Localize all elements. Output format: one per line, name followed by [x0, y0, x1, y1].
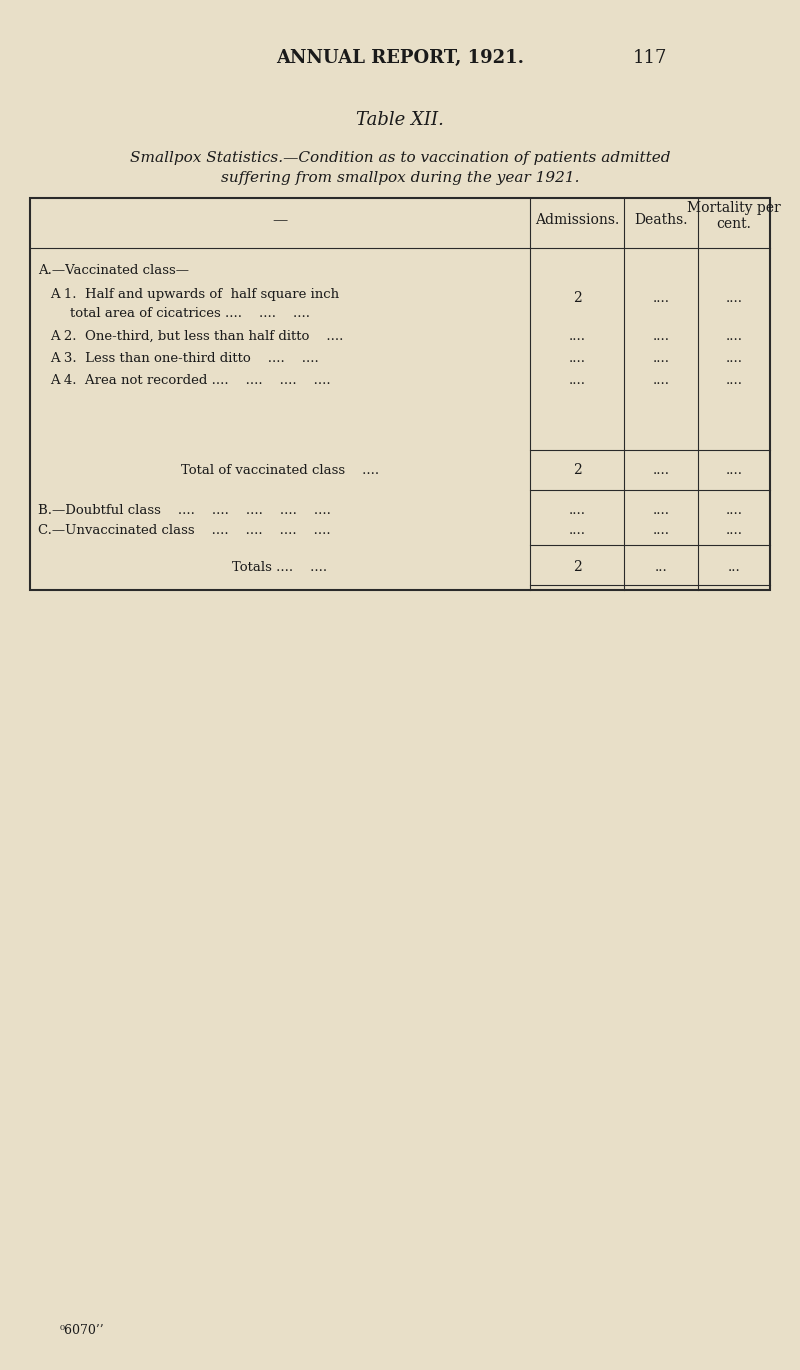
Text: 2: 2: [573, 560, 582, 574]
Text: ....: ....: [653, 523, 670, 537]
Text: ....: ....: [569, 523, 586, 537]
Text: 2: 2: [573, 290, 582, 306]
Text: ....: ....: [726, 374, 742, 386]
Text: Table XII.: Table XII.: [356, 111, 444, 129]
Text: A 2.  One-third, but less than half ditto    ....: A 2. One-third, but less than half ditto…: [50, 330, 343, 342]
Text: ....: ....: [653, 504, 670, 516]
Text: ....: ....: [726, 330, 742, 342]
Text: A 4.  Area not recorded ....    ....    ....    ....: A 4. Area not recorded .... .... .... ..…: [50, 374, 330, 386]
Text: ....: ....: [653, 374, 670, 386]
Text: ⁰6070’’: ⁰6070’’: [60, 1323, 105, 1337]
Text: ....: ....: [569, 504, 586, 516]
Text: ANNUAL REPORT, 1921.: ANNUAL REPORT, 1921.: [276, 49, 524, 67]
Text: Deaths.: Deaths.: [634, 212, 688, 227]
Text: ....: ....: [726, 292, 742, 304]
Text: A 1.  Half and upwards of  half square inch: A 1. Half and upwards of half square inc…: [50, 288, 339, 300]
Text: C.—Unvaccinated class    ....    ....    ....    ....: C.—Unvaccinated class .... .... .... ...…: [38, 523, 330, 537]
Text: ....: ....: [726, 352, 742, 364]
Text: ....: ....: [726, 523, 742, 537]
Text: suffering from smallpox during the year 1921.: suffering from smallpox during the year …: [221, 171, 579, 185]
Text: Admissions.: Admissions.: [535, 212, 619, 227]
Text: ....: ....: [653, 352, 670, 364]
Text: ....: ....: [569, 330, 586, 342]
Text: ....: ....: [653, 292, 670, 304]
Text: ....: ....: [569, 374, 586, 386]
Text: ....: ....: [726, 504, 742, 516]
Text: Total of vaccinated class    ....: Total of vaccinated class ....: [181, 463, 379, 477]
Text: ....: ....: [726, 463, 742, 477]
Text: ...: ...: [728, 560, 740, 574]
Text: total area of cicatrices ....    ....    ....: total area of cicatrices .... .... ....: [70, 307, 310, 319]
Text: —: —: [272, 212, 288, 227]
Text: ....: ....: [653, 330, 670, 342]
Text: B.—Doubtful class    ....    ....    ....    ....    ....: B.—Doubtful class .... .... .... .... ..…: [38, 504, 331, 516]
Text: Mortality per
cent.: Mortality per cent.: [687, 201, 781, 232]
Text: ....: ....: [653, 463, 670, 477]
Text: Totals ....    ....: Totals .... ....: [233, 560, 327, 574]
Text: Smallpox Statistics.—Condition as to vaccination of patients admitted: Smallpox Statistics.—Condition as to vac…: [130, 151, 670, 164]
Text: A.—Vaccinated class—: A.—Vaccinated class—: [38, 263, 189, 277]
Text: ....: ....: [569, 352, 586, 364]
Text: ...: ...: [654, 560, 667, 574]
Text: 2: 2: [573, 463, 582, 477]
Text: A 3.  Less than one-third ditto    ....    ....: A 3. Less than one-third ditto .... ....: [50, 352, 318, 364]
Text: 117: 117: [633, 49, 667, 67]
Bar: [30, 199, 770, 590]
